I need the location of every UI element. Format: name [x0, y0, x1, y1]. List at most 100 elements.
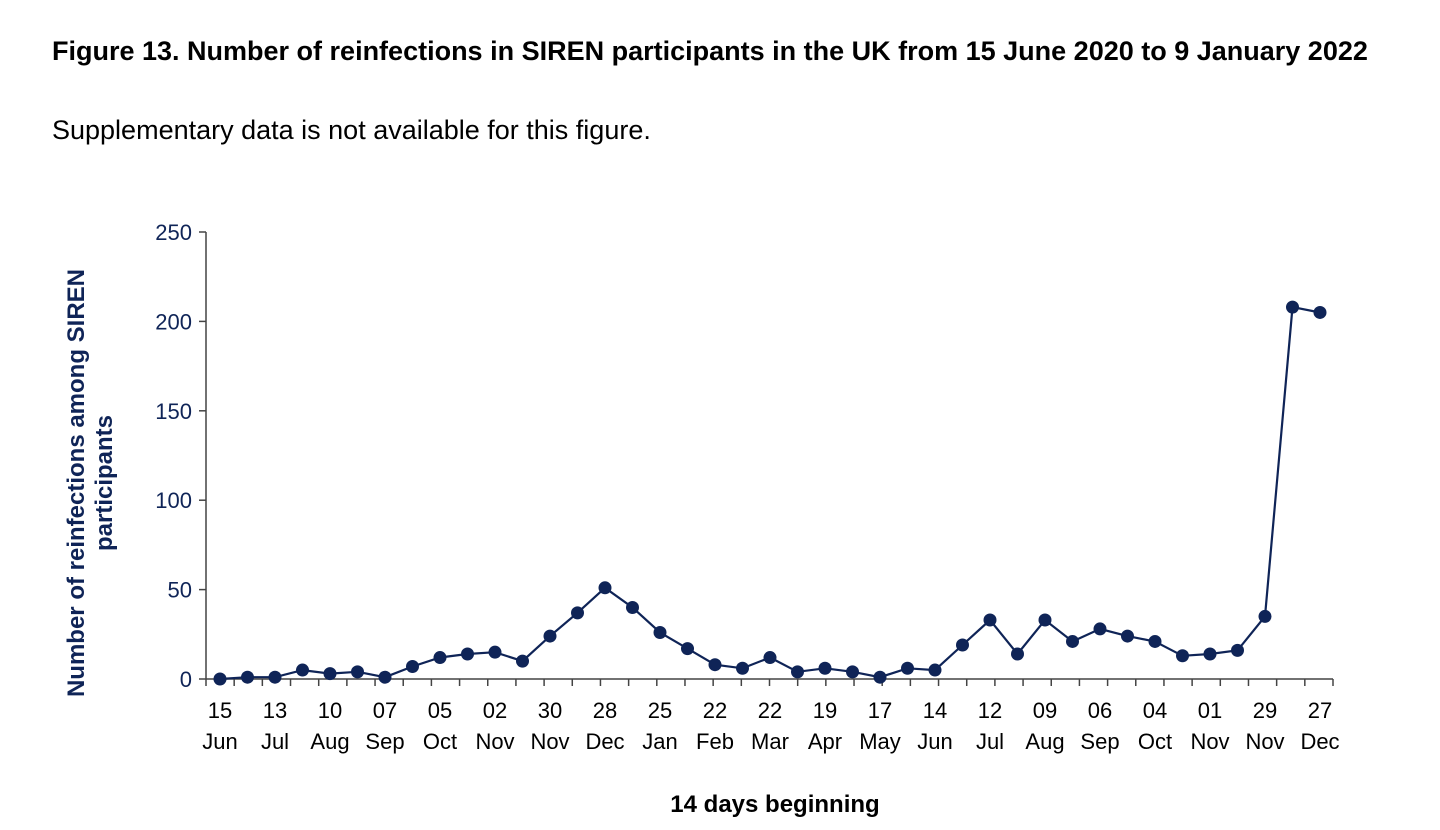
x-tick-label-day: 29: [1253, 698, 1277, 723]
x-axis-title: 14 days beginning: [670, 791, 879, 818]
y-tick-label: 150: [155, 399, 192, 424]
data-point: [708, 658, 722, 672]
x-tick-label-month: Apr: [808, 729, 842, 754]
x-tick-label-month: Jan: [642, 729, 677, 754]
x-tick-label-day: 27: [1308, 698, 1332, 723]
y-axis-title-line: Number of reinfections among SIREN: [63, 269, 90, 697]
y-tick-label: 100: [155, 488, 192, 513]
data-point: [1066, 634, 1079, 648]
x-tick-label-day: 05: [428, 698, 452, 723]
data-point: [241, 670, 254, 684]
x-tick-label-day: 01: [1198, 698, 1222, 723]
x-tick-label-month: May: [859, 729, 901, 754]
data-point: [983, 613, 997, 627]
x-tick-label-month: Nov: [530, 729, 569, 754]
x-tick-label-day: 22: [758, 698, 782, 723]
x-tick-label-month: Sep: [1080, 729, 1119, 754]
data-point: [681, 642, 694, 656]
data-point: [598, 581, 612, 595]
data-point: [901, 661, 914, 675]
x-tick-label-month: Aug: [310, 729, 349, 754]
data-point: [1011, 647, 1024, 661]
x-tick-label-month: Oct: [1138, 729, 1172, 754]
data-point: [213, 672, 227, 686]
data-point: [571, 606, 584, 620]
x-tick-label-day: 14: [923, 698, 947, 723]
data-point: [791, 665, 804, 679]
data-point: [763, 651, 777, 665]
data-point: [268, 670, 282, 684]
x-tick-label-day: 30: [538, 698, 562, 723]
data-point: [873, 670, 887, 684]
data-point: [433, 651, 447, 665]
x-tick-label-month: Oct: [423, 729, 457, 754]
x-tick-label-day: 09: [1033, 698, 1057, 723]
x-tick-label-day: 12: [978, 698, 1002, 723]
x-tick-label-day: 10: [318, 698, 342, 723]
x-tick-label-day: 07: [373, 698, 397, 723]
data-point: [1258, 609, 1272, 623]
data-point: [543, 629, 557, 643]
x-tick-label-month: Mar: [751, 729, 789, 754]
x-tick-label-day: 19: [813, 698, 837, 723]
y-axis: 0 50 100 150 200 250: [155, 220, 207, 692]
x-tick-label-day: 13: [263, 698, 287, 723]
series-layer: [213, 300, 1327, 686]
x-tick-label-month: Aug: [1025, 729, 1064, 754]
data-point: [1121, 629, 1134, 643]
x-tick-label-day: 02: [483, 698, 507, 723]
y-tick-label: 200: [155, 309, 192, 334]
data-point: [378, 670, 392, 684]
data-point: [1313, 305, 1327, 319]
data-point: [1148, 634, 1162, 648]
data-point: [1231, 643, 1244, 657]
x-tick-label-month: Nov: [1190, 729, 1229, 754]
series-line: [219, 305, 1321, 681]
x-tick-label-month: Dec: [1300, 729, 1339, 754]
data-point: [1286, 300, 1299, 314]
data-point: [1203, 647, 1217, 661]
data-point: [516, 654, 529, 668]
x-tick-label-month: Jul: [261, 729, 289, 754]
y-axis-title-line: participants: [91, 415, 118, 551]
x-tick-label-day: 15: [208, 698, 232, 723]
figure-note: Supplementary data is not available for …: [52, 115, 651, 145]
x-tick-label-month: Jun: [202, 729, 237, 754]
data-point: [846, 665, 859, 679]
x-tick-label-month: Jul: [976, 729, 1004, 754]
x-tick-label-month: Nov: [1245, 729, 1284, 754]
x-tick-label-day: 04: [1143, 698, 1167, 723]
data-point: [1038, 613, 1052, 627]
x-tick-label-day: 22: [703, 698, 727, 723]
data-point: [1176, 649, 1189, 663]
data-point: [488, 645, 502, 659]
x-tick-label-month: Nov: [475, 729, 514, 754]
y-tick-label: 50: [168, 578, 192, 603]
x-tick-label-month: Sep: [365, 729, 404, 754]
data-point: [626, 600, 639, 614]
data-point: [928, 663, 942, 677]
x-tick-label-day: 17: [868, 698, 892, 723]
data-point: [296, 663, 309, 677]
data-point: [1093, 622, 1107, 636]
data-point: [736, 661, 749, 675]
data-point: [956, 638, 969, 652]
data-point: [653, 626, 667, 640]
data-point: [351, 665, 364, 679]
x-tick-label-month: Jun: [917, 729, 952, 754]
data-point: [818, 661, 832, 675]
x-tick-label-day: 25: [648, 698, 672, 723]
data-point: [323, 667, 337, 681]
x-tick-label-day: 06: [1088, 698, 1112, 723]
x-tick-label-day: 28: [593, 698, 617, 723]
x-tick-label-month: Feb: [696, 729, 734, 754]
y-tick-label: 0: [180, 667, 192, 692]
y-axis-title: Number of reinfections among SIRENpartic…: [63, 269, 118, 697]
x-axis: 15 Jun 13 Jul 10 Aug 07 Sep 05 Oct 02 Nov 30 Nov 28 Dec…: [202, 678, 1340, 754]
figure-title: Figure 13. Number of reinfections in SIR…: [52, 36, 1368, 66]
data-point: [406, 659, 419, 673]
data-point: [461, 647, 474, 661]
y-tick-label: 250: [155, 220, 192, 245]
x-tick-label-month: Dec: [585, 729, 624, 754]
